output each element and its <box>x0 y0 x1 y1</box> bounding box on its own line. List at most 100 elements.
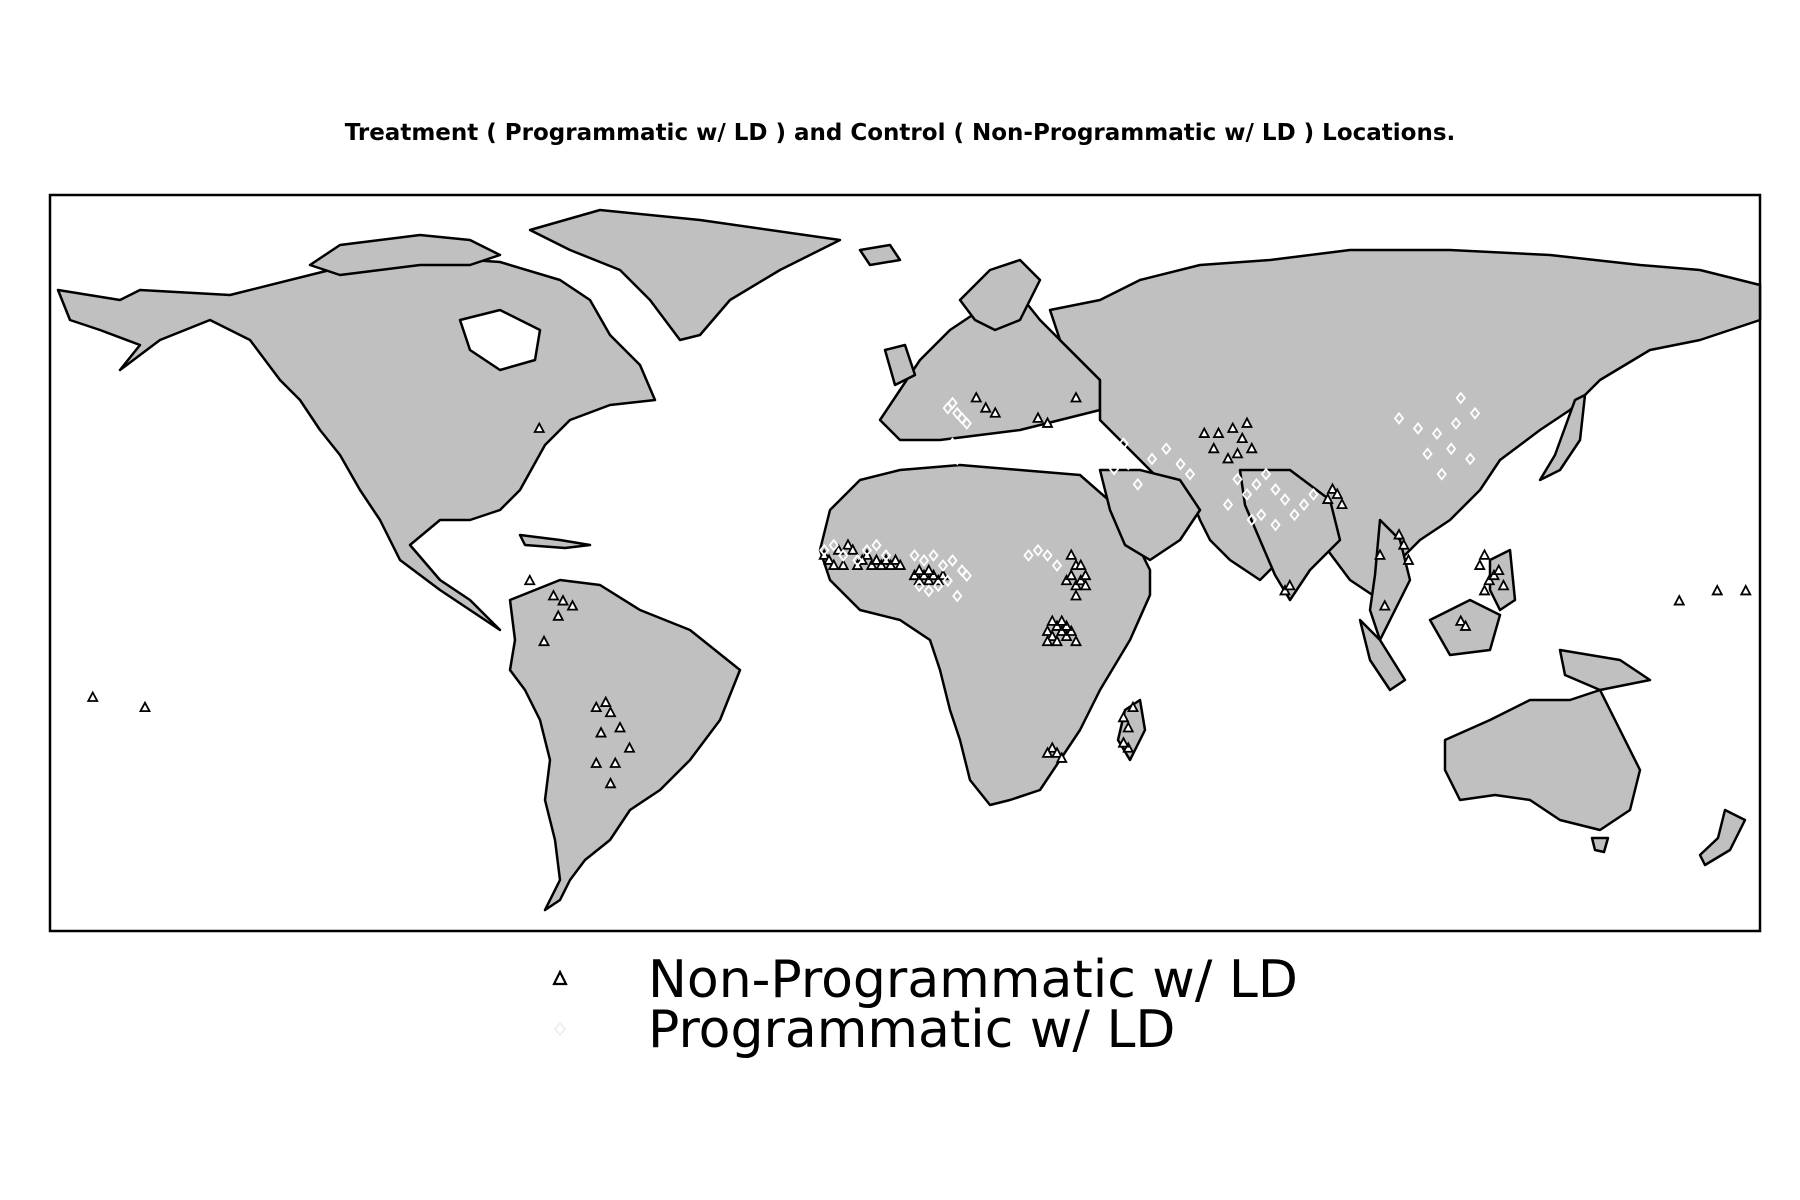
control-location-marker <box>1041 416 1054 428</box>
control-location-marker <box>837 558 850 570</box>
legend-entry-treatment: Programmatic w/ LD <box>540 1004 1298 1056</box>
control-location-marker <box>1393 528 1405 540</box>
control-location-marker <box>827 558 840 570</box>
australia <box>1443 688 1642 832</box>
control-location-marker <box>1041 746 1054 758</box>
treatment-location-marker <box>1023 548 1034 562</box>
control-location-marker <box>1046 741 1059 753</box>
control-location-marker <box>139 700 151 713</box>
control-location-marker <box>557 594 569 606</box>
treatment-location-marker <box>871 442 882 456</box>
figure-title: Treatment ( Programmatic w/ LD ) and Con… <box>344 120 1456 146</box>
control-location-marker <box>870 553 883 565</box>
control-location-marker <box>894 558 907 570</box>
treatment-location-marker <box>861 437 873 451</box>
japan <box>1538 393 1587 482</box>
control-location-marker <box>1074 558 1087 570</box>
control-location-marker <box>1222 452 1234 464</box>
treatment-location-marker <box>942 574 953 588</box>
new-guinea <box>1558 648 1652 692</box>
treatment-location-marker <box>1184 467 1196 481</box>
control-location-marker <box>922 563 935 576</box>
control-location-marker <box>547 589 560 601</box>
treatment-location-marker <box>923 584 934 598</box>
treatment-location-marker <box>1123 457 1134 471</box>
control-location-marker <box>552 609 565 621</box>
treatment-location-marker <box>1450 416 1462 430</box>
control-location-marker <box>913 563 926 576</box>
arctic-islands <box>308 233 502 277</box>
treatment-location-marker <box>918 554 930 567</box>
control-location-marker <box>1198 426 1211 438</box>
treatment-location-marker <box>1042 548 1053 562</box>
control-location-marker <box>1046 614 1059 626</box>
treatment-location-marker <box>1051 559 1063 572</box>
control-location-marker <box>623 741 636 753</box>
control-location-marker <box>1336 497 1348 510</box>
control-location-marker <box>609 756 622 768</box>
control-location-marker <box>1212 426 1225 438</box>
greenland <box>528 208 842 342</box>
treatment-location-marker <box>861 543 873 557</box>
control-location-marker <box>1478 583 1491 596</box>
treatment-location-marker <box>942 442 953 456</box>
location-markers <box>86 391 1752 789</box>
control-location-marker <box>1046 629 1059 641</box>
treatment-location-marker <box>1246 513 1257 527</box>
treatment-location-marker <box>1469 406 1481 420</box>
control-location-marker <box>1207 441 1220 454</box>
control-location-marker <box>1478 548 1491 560</box>
control-location-marker <box>1122 721 1135 733</box>
control-location-marker <box>1041 634 1054 647</box>
control-location-marker <box>1241 416 1253 428</box>
treatment-location-marker <box>1289 508 1300 522</box>
treatment-location-marker <box>1161 442 1172 456</box>
treatment-location-marker <box>880 548 892 562</box>
treatment-location-marker <box>1279 493 1291 506</box>
treatment-location-marker <box>1251 477 1262 491</box>
control-location-marker <box>533 421 546 433</box>
control-location-marker <box>1055 751 1068 763</box>
treatment-location-marker <box>838 548 849 562</box>
control-location-marker <box>590 700 603 713</box>
sumatra <box>1358 618 1407 692</box>
south-america <box>508 578 742 912</box>
hudson-bay <box>458 308 542 372</box>
control-location-marker <box>1673 594 1686 606</box>
iceland <box>858 243 902 267</box>
control-location-marker <box>1065 568 1078 581</box>
treatment-location-marker <box>1032 543 1044 557</box>
treatment-location-marker <box>1412 422 1424 435</box>
legend: Non-Programmatic w/ LD Programmatic w/ L… <box>540 954 1298 1056</box>
control-location-marker <box>1032 411 1044 423</box>
treatment-location-marker <box>1222 498 1234 512</box>
treatment-location-marker <box>914 579 925 593</box>
control-location-marker <box>1226 421 1239 433</box>
control-location-marker <box>1711 583 1724 596</box>
control-location-marker <box>1492 563 1505 576</box>
control-location-marker <box>604 776 617 789</box>
treatment-location-marker <box>1393 411 1405 425</box>
triangle-marker-icon <box>552 969 568 986</box>
treatment-location-marker <box>1256 508 1267 522</box>
control-location-marker <box>595 726 607 738</box>
control-location-marker <box>1070 391 1082 403</box>
control-location-marker <box>970 391 983 403</box>
treatment-location-marker <box>1465 452 1476 466</box>
diamond-marker-icon <box>553 1021 567 1037</box>
control-location-marker <box>1331 487 1344 499</box>
treatment-location-marker <box>1118 437 1129 451</box>
treatment-location-marker <box>947 554 958 567</box>
treatment-location-marker <box>937 559 949 572</box>
control-location-marker <box>1326 482 1339 494</box>
control-location-marker <box>1321 492 1334 504</box>
control-location-marker <box>1236 431 1249 444</box>
tasmania <box>1590 836 1610 854</box>
control-location-marker <box>1739 583 1752 596</box>
control-location-marker <box>1055 614 1068 626</box>
control-location-marker <box>1245 441 1258 454</box>
treatment-location-marker <box>1132 477 1143 491</box>
control-location-marker <box>1127 700 1139 713</box>
new-zealand <box>1698 808 1747 867</box>
